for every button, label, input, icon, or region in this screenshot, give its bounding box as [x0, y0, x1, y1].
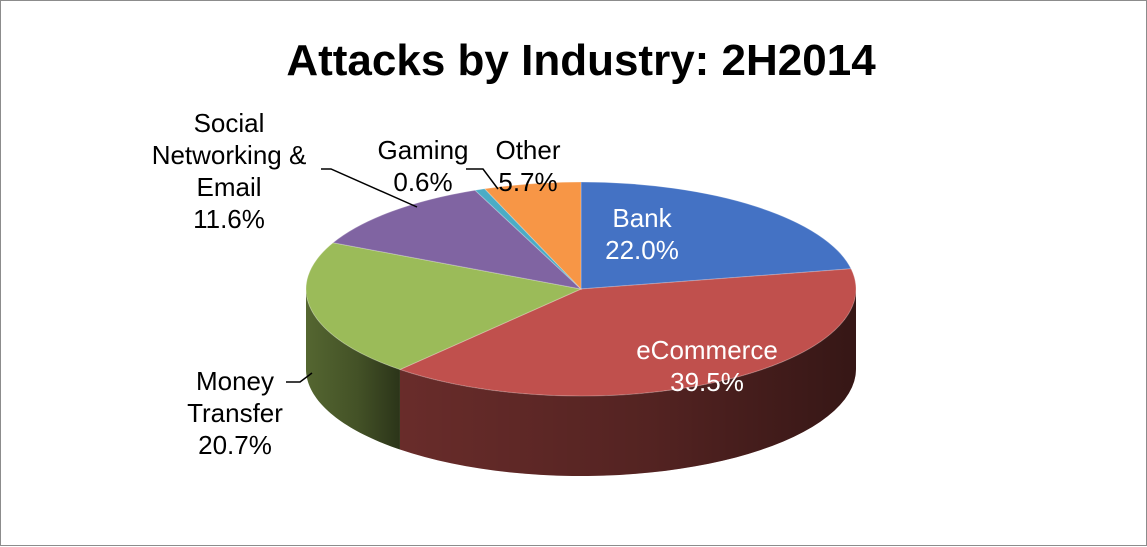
pie-slice-social	[331, 189, 583, 290]
leader-line-social	[321, 168, 418, 208]
pie-slice-money-transfer	[305, 242, 583, 371]
slice-name-money-transfer: Transfer	[187, 398, 283, 428]
slice-name-gaming: Gaming	[377, 135, 468, 165]
pie-top	[305, 181, 857, 397]
slice-value-money-transfer: 20.7%	[198, 430, 272, 460]
slice-label-bank: Bank 22.0%	[605, 203, 679, 265]
slice-name-social: Networking &	[152, 140, 307, 170]
slice-label-money-transfer: Money Transfer 20.7%	[187, 366, 283, 460]
leader-line-gaming	[466, 168, 499, 190]
pie-side-money-transfer	[306, 289, 400, 450]
pie-side-ecommerce	[399, 289, 856, 476]
pie-slice-ecommerce	[398, 268, 857, 397]
slice-label-ecommerce: eCommerce 39.5%	[636, 335, 778, 397]
pie-slice-bank	[580, 181, 852, 290]
pie-slice-other	[483, 181, 582, 291]
slice-name-money-transfer: Money	[196, 366, 274, 396]
leader-lines	[286, 168, 499, 383]
slice-name-social: Social	[194, 108, 265, 138]
slice-value-bank: 22.0%	[605, 235, 679, 265]
slice-label-social: Social Networking & Email 11.6%	[152, 108, 307, 234]
leader-line-money-transfer	[286, 372, 313, 383]
slice-name-ecommerce: eCommerce	[636, 335, 778, 365]
slice-value-ecommerce: 39.5%	[670, 367, 744, 397]
slice-value-other: 5.7%	[498, 167, 557, 197]
slice-name-other: Other	[495, 135, 560, 165]
slice-name-bank: Bank	[612, 203, 672, 233]
slice-label-gaming: Gaming 0.6%	[377, 135, 468, 197]
pie-sides	[306, 289, 856, 476]
chart-title: Attacks by Industry: 2H2014	[286, 36, 876, 85]
slice-value-social: 11.6%	[193, 204, 265, 234]
slice-label-other: Other 5.7%	[495, 135, 560, 197]
slice-labels: Bank 22.0% eCommerce 39.5% Money Transfer 20.7…	[152, 108, 778, 460]
slice-name-social: Email	[196, 172, 261, 202]
slice-value-gaming: 0.6%	[393, 167, 452, 197]
pie-slice-gaming	[473, 188, 582, 290]
